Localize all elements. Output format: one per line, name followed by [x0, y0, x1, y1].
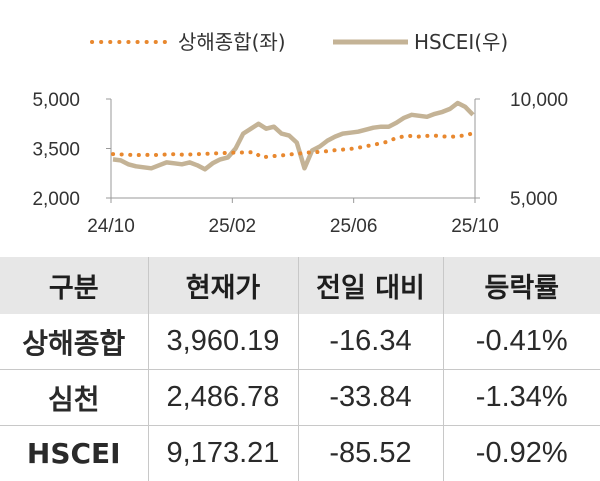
row-change: -33.84 [298, 370, 443, 426]
x-axis-tick-label: 25/10 [451, 216, 499, 237]
row-rate: -1.34% [443, 370, 600, 426]
row-name: 상해종합 [0, 314, 148, 370]
x-axis-tick-label: 25/02 [209, 216, 257, 237]
table-row: 심천 2,486.78 -33.84 -1.34% [0, 370, 600, 426]
left-axis-tick-label: 2,000 [32, 189, 80, 210]
column-header-price: 현재가 [148, 257, 298, 314]
row-name: 심천 [0, 370, 148, 426]
row-rate: -0.41% [443, 314, 600, 370]
x-axis-tick-label: 24/10 [87, 216, 135, 237]
row-change: -16.34 [298, 314, 443, 370]
table-header-row: 구분 현재가 전일 대비 등락률 [0, 257, 600, 314]
index-line-chart: 상해종합(좌) HSCEI(우) 5,0003,5002,00010,0005,… [0, 0, 600, 250]
table-row: HSCEI 9,173.21 -85.52 -0.92% [0, 426, 600, 481]
row-price: 2,486.78 [148, 370, 298, 426]
legend-label-shanghai: 상해종합(좌) [178, 30, 286, 54]
right-axis-tick-label: 10,000 [510, 90, 568, 111]
left-axis-tick-label: 5,000 [32, 90, 80, 111]
row-change: -85.52 [298, 426, 443, 481]
column-header-rate: 등락률 [443, 257, 600, 314]
right-axis-tick-label: 5,000 [510, 189, 558, 210]
chart-series [113, 103, 473, 169]
row-price: 3,960.19 [148, 314, 298, 370]
column-header-change: 전일 대비 [298, 257, 443, 314]
index-quote-table: 구분 현재가 전일 대비 등락률 상해종합 3,960.19 -16.34 -0… [0, 257, 600, 481]
row-price: 9,173.21 [148, 426, 298, 481]
chart-axes: 5,000 3,500 2,000 10,000 5,000 24/10 25/02 25/0… [32, 90, 568, 237]
chart-legend: 상해종합(좌) HSCEI(우) [92, 30, 508, 54]
left-axis-tick-label: 3,500 [32, 140, 80, 161]
x-axis-tick-label: 25/06 [330, 216, 378, 237]
table-row: 상해종합 3,960.19 -16.34 -0.41% [0, 314, 600, 370]
row-rate: -0.92% [443, 426, 600, 481]
legend-label-hscei: HSCEI(우) [414, 30, 508, 54]
row-name: HSCEI [0, 426, 148, 481]
column-header-category: 구분 [0, 257, 148, 314]
